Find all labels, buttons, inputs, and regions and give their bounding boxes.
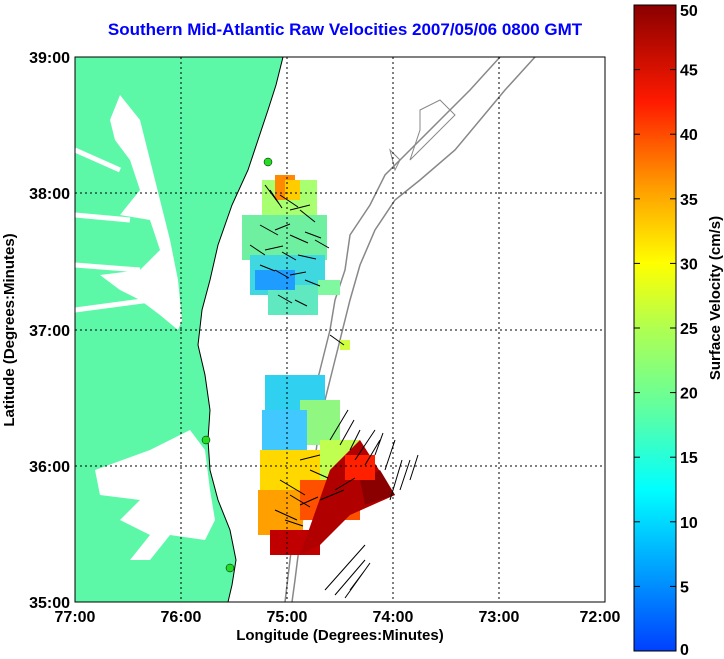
colorbar-tick-label: 40 bbox=[680, 127, 698, 144]
x-tick-label: 73:00 bbox=[479, 609, 520, 626]
velocity-arrows-north bbox=[249, 184, 345, 346]
chesapeake-bay bbox=[100, 95, 182, 330]
station-marker bbox=[225, 563, 235, 573]
x-tick-label: 76:00 bbox=[161, 609, 202, 626]
y-tick-label: 36:00 bbox=[29, 459, 70, 476]
colorbar-label: Surface Velocity (cm/s) bbox=[707, 216, 724, 380]
coastline bbox=[197, 57, 284, 602]
map-title: Southern Mid-Atlantic Raw Velocities 200… bbox=[107, 20, 583, 39]
river bbox=[75, 147, 151, 313]
y-tick-label: 39:00 bbox=[29, 50, 70, 67]
colorbar-tick-label: 5 bbox=[680, 579, 689, 596]
colorbar-tick-label: 45 bbox=[680, 63, 698, 80]
colorbar-tick-label: 20 bbox=[680, 386, 698, 403]
colorbar-tick-label: 0 bbox=[680, 642, 689, 659]
y-axis-label: Latitude (Degrees:Minutes) bbox=[1, 233, 18, 426]
colorbar-gradient bbox=[633, 4, 677, 652]
y-tick-label: 37:00 bbox=[29, 323, 70, 340]
velocity-arrows-south bbox=[274, 409, 419, 599]
bathymetry-contour bbox=[389, 99, 456, 172]
x-tick-label: 75:00 bbox=[267, 609, 308, 626]
colorbar-tick-label: 35 bbox=[680, 192, 698, 209]
gridlines bbox=[75, 57, 605, 602]
y-tick-label: 35:00 bbox=[29, 595, 70, 612]
y-axis: 39:00 38:00 37:00 36:00 35:00 Latitude (… bbox=[1, 50, 70, 612]
pamlico-sound bbox=[95, 430, 215, 560]
x-tick-label: 72:00 bbox=[580, 609, 621, 626]
colorbar-tick-label: 25 bbox=[680, 321, 698, 338]
x-tick-label: 77:00 bbox=[55, 609, 96, 626]
plot-frame bbox=[74, 56, 606, 603]
x-axis-label: Longitude (Degrees:Minutes) bbox=[236, 627, 444, 644]
colorbar: 0 5 10 15 20 25 30 35 40 45 50 Surface Velocity (c… bbox=[633, 3, 724, 659]
station-marker bbox=[263, 157, 273, 167]
colorbar-tick-label: 30 bbox=[680, 256, 698, 273]
colorbar-tick-label: 15 bbox=[680, 450, 698, 467]
x-axis: 77:00 76:00 75:00 74:00 73:00 72:00 Long… bbox=[55, 609, 621, 644]
y-tick-label: 38:00 bbox=[29, 186, 70, 203]
colorbar-tick-label: 10 bbox=[680, 515, 698, 532]
velocity-patch-north bbox=[242, 175, 350, 350]
colorbar-tick-label: 50 bbox=[680, 3, 698, 20]
x-tick-label: 74:00 bbox=[373, 609, 414, 626]
station-marker bbox=[201, 435, 211, 445]
